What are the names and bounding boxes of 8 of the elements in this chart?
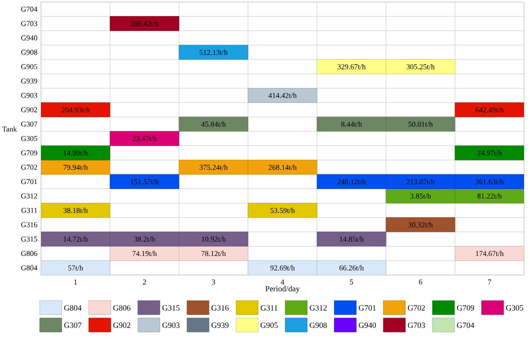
bar <box>110 131 180 146</box>
bar <box>110 16 180 31</box>
bar <box>110 174 180 189</box>
bar <box>248 202 318 218</box>
bar <box>178 44 248 60</box>
bar <box>248 88 318 103</box>
bar <box>178 116 248 132</box>
bar <box>386 217 456 232</box>
